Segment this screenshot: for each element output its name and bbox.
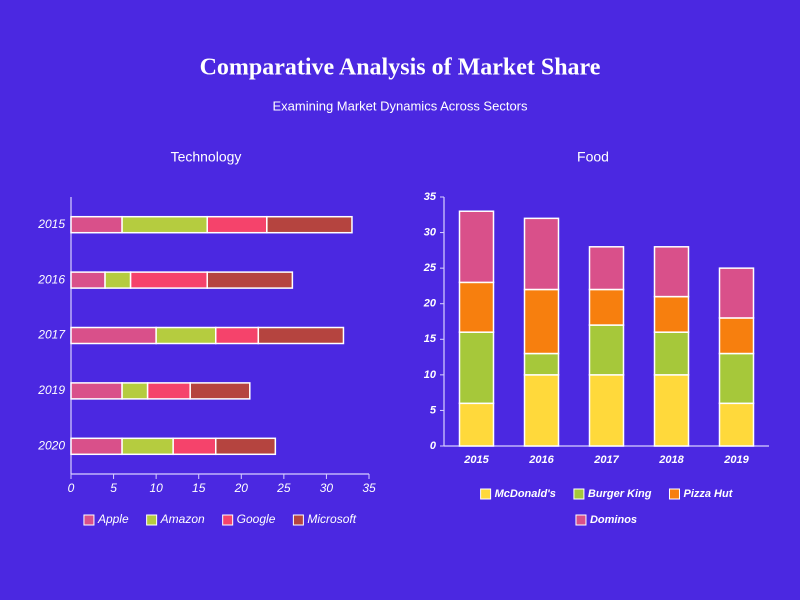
legend-label: Apple — [97, 512, 129, 526]
subchart: Technology 0 5 10 15 20 25 30 35 2015 2016 2017 2019… — [37, 149, 376, 526]
bar — [653, 295, 690, 333]
x-tick-label: 35 — [362, 481, 376, 495]
legend-item: Microsoft — [292, 512, 357, 526]
bar — [214, 437, 277, 456]
bar — [718, 352, 755, 405]
y-tick-label: 2019 — [37, 383, 65, 397]
legend-item: Pizza Hut — [668, 488, 734, 500]
x-tick-label: 20 — [234, 481, 249, 495]
bar — [206, 215, 268, 234]
bar — [653, 331, 690, 376]
legend-swatch — [222, 514, 234, 526]
subchart: Food 0 5 10 15 20 25 30 35 2015 2016 2017 2018 2019 Mc… — [423, 149, 769, 526]
bar — [70, 326, 157, 345]
legend-label: McDonald's — [495, 488, 556, 500]
x-tick-label: 2019 — [723, 454, 749, 466]
legend-label: Burger King — [588, 488, 652, 500]
legend-swatch — [480, 488, 492, 500]
bar — [104, 271, 132, 289]
y-tick-label: 15 — [424, 333, 437, 345]
legend-swatch — [668, 488, 680, 500]
legend-label: Amazon — [160, 512, 205, 526]
x-tick-label: 2018 — [658, 454, 684, 466]
legend-label: Microsoft — [307, 512, 356, 526]
bar — [155, 326, 217, 345]
bar — [70, 215, 123, 234]
x-tick-label: 0 — [68, 481, 75, 495]
bar — [718, 267, 755, 319]
legend-item: Apple — [83, 512, 129, 526]
x-tick-label: 2015 — [463, 454, 489, 466]
x-tick-label: 10 — [149, 481, 163, 495]
x-tick-label: 2017 — [593, 454, 619, 466]
bar — [146, 382, 191, 400]
bar — [266, 215, 353, 234]
legend-swatch — [83, 514, 95, 526]
bar — [206, 271, 294, 289]
y-tick-label: 25 — [423, 262, 437, 274]
bar — [70, 271, 106, 289]
y-tick-label: 35 — [424, 191, 437, 203]
chart-title: Technology — [171, 149, 242, 165]
bar — [121, 215, 208, 234]
bar — [718, 317, 755, 355]
bar — [523, 288, 560, 355]
legend-item: Amazon — [146, 512, 205, 526]
chart-title: Food — [577, 149, 609, 165]
bar — [588, 324, 625, 376]
y-tick-label: 30 — [424, 226, 437, 238]
bar — [458, 402, 495, 447]
legend-swatch — [146, 514, 158, 526]
bar — [653, 374, 690, 447]
y-tick-label: 2020 — [37, 438, 65, 452]
y-tick-label: 2017 — [37, 328, 66, 342]
x-tick-label: 2016 — [528, 454, 554, 466]
y-tick-label: 0 — [430, 440, 437, 452]
bar — [70, 437, 123, 456]
bar — [588, 246, 625, 291]
title: Comparative Analysis of Market Share — [200, 55, 601, 81]
legend-item: McDonald's — [480, 488, 556, 500]
y-tick-label: 2015 — [37, 217, 65, 231]
bar — [523, 374, 560, 447]
y-tick-label: 10 — [424, 369, 437, 381]
legend-label: Dominos — [590, 514, 637, 526]
bar — [172, 437, 217, 456]
x-tick-label: 30 — [320, 481, 334, 495]
bar — [588, 288, 625, 326]
subtitle: Examining Market Dynamics Across Sectors — [272, 98, 528, 113]
bar — [523, 352, 560, 376]
legend-label: Google — [237, 512, 276, 526]
bar — [70, 382, 123, 400]
bar — [257, 326, 345, 345]
bar — [458, 281, 495, 333]
bar — [214, 326, 260, 345]
x-tick-label: 15 — [192, 481, 206, 495]
x-tick-label: 25 — [276, 481, 291, 495]
legend-swatch — [573, 488, 585, 500]
bar — [458, 331, 495, 405]
legend-item: Dominos — [575, 514, 637, 526]
bar — [121, 382, 149, 400]
legend-swatch — [292, 514, 304, 526]
y-tick-label: 20 — [423, 298, 437, 310]
y-tick-label: 5 — [430, 404, 437, 416]
bar — [129, 271, 208, 289]
bar — [588, 374, 625, 447]
y-tick-label: 2016 — [37, 272, 65, 286]
bar — [189, 382, 251, 400]
bar — [653, 246, 690, 298]
bar — [458, 210, 495, 284]
legend-swatch — [575, 514, 587, 526]
legend-item: Burger King — [573, 488, 652, 500]
legend-item: Google — [222, 512, 276, 526]
bar — [121, 437, 174, 456]
bar — [523, 217, 560, 291]
bar — [718, 402, 755, 447]
legend-label: Pizza Hut — [683, 488, 733, 500]
x-tick-label: 5 — [110, 481, 117, 495]
